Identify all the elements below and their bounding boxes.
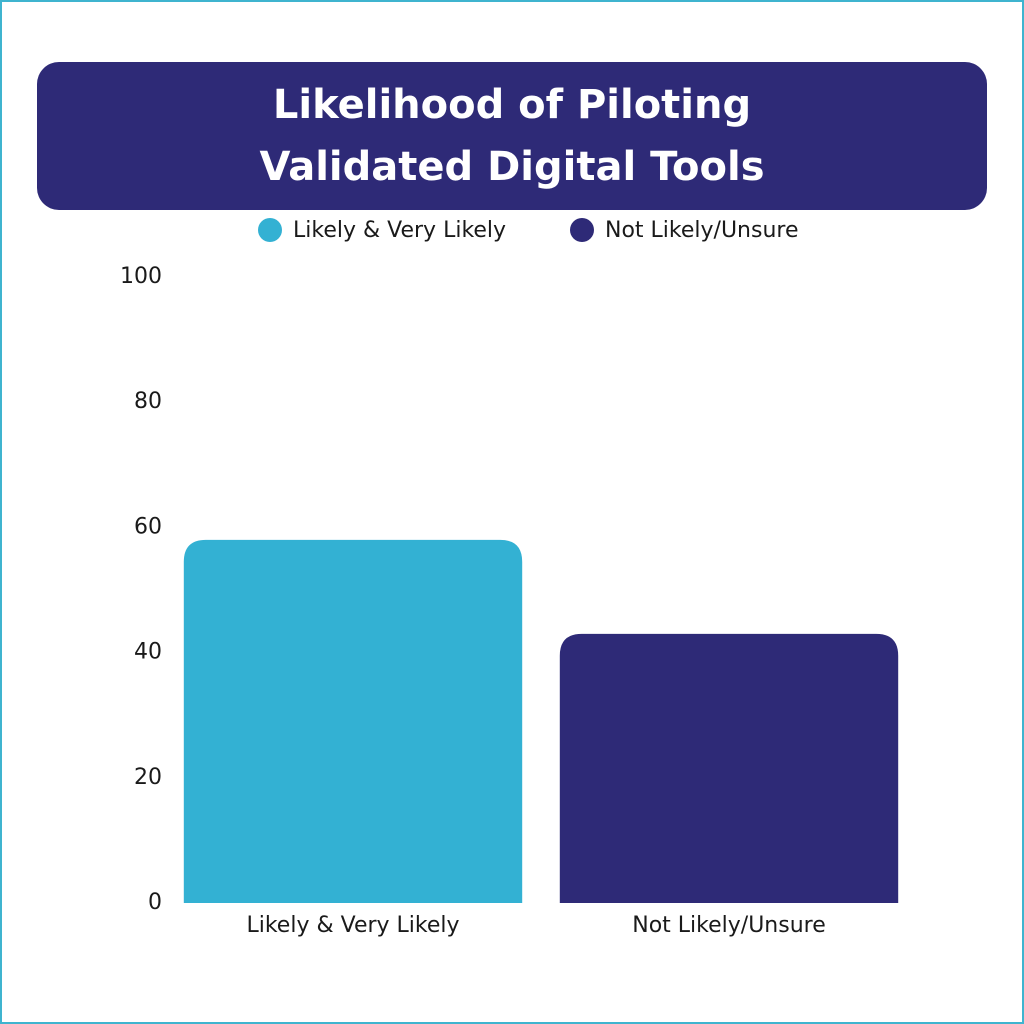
x-tick-label: Not Likely/Unsure: [632, 913, 826, 938]
x-tick-label: Likely & Very Likely: [246, 913, 459, 938]
y-tick-label: 20: [134, 765, 162, 790]
legend-label: Not Likely/Unsure: [605, 218, 799, 243]
y-tick-label: 60: [134, 514, 162, 539]
bar: [183, 539, 523, 903]
y-tick-label: 40: [134, 640, 162, 665]
y-tick-label: 80: [134, 389, 162, 414]
y-tick-label: 100: [120, 264, 162, 289]
legend-swatch: [258, 218, 282, 242]
bar: [559, 633, 899, 903]
legend-swatch: [570, 218, 594, 242]
y-tick-label: 0: [148, 890, 162, 915]
title-box: Likelihood of Piloting Validated Digital…: [37, 62, 987, 210]
legend-label: Likely & Very Likely: [293, 218, 506, 243]
chart-title: Likelihood of Piloting Validated Digital…: [259, 82, 765, 190]
